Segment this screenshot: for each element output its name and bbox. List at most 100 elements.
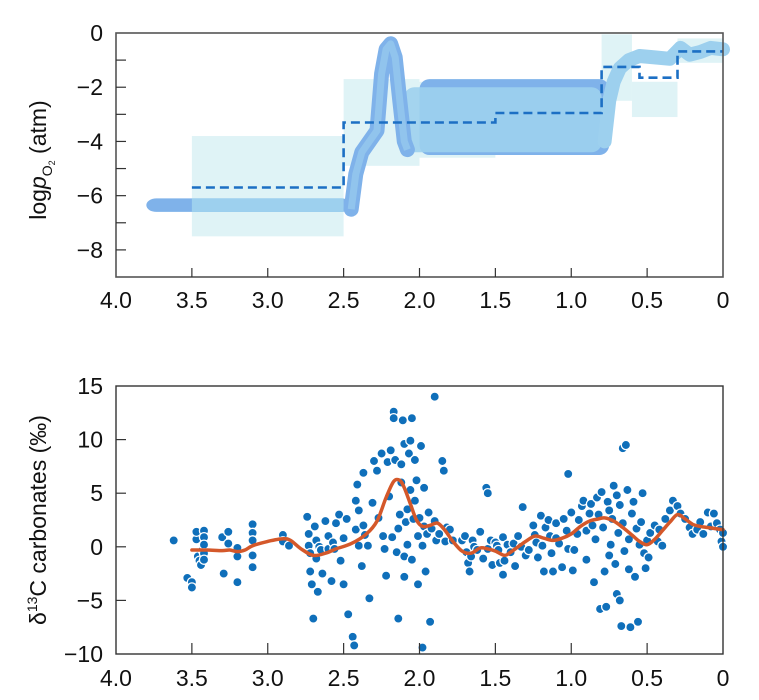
data-point	[611, 490, 623, 501]
data-point	[415, 440, 427, 452]
data-point	[406, 554, 418, 565]
data-point	[532, 552, 544, 563]
data-point	[397, 415, 409, 426]
x-tick-label: 1.5	[479, 665, 511, 691]
x-tick-label: 0.5	[631, 287, 663, 313]
data-point	[558, 513, 569, 525]
ylabel-suffix: C carbonates (‰)	[25, 415, 51, 597]
data-point	[399, 571, 410, 583]
data-point	[338, 579, 349, 590]
data-point	[517, 501, 528, 513]
data-point	[613, 527, 624, 539]
data-point	[628, 496, 639, 508]
data-point	[341, 513, 352, 525]
data-point	[353, 505, 365, 516]
data-point	[223, 526, 234, 538]
data-point	[393, 613, 404, 624]
top-y-axis-title: logpO2 (atm)	[25, 100, 57, 219]
data-point	[464, 566, 475, 577]
x-tick-label: 1.0	[555, 665, 587, 691]
data-point	[474, 526, 486, 538]
data-point	[619, 545, 630, 557]
y-tick-label: 15	[77, 373, 103, 399]
data-point	[317, 568, 328, 579]
ylabel-subscript: O	[39, 165, 55, 176]
data-point	[338, 532, 349, 544]
light-band	[191, 198, 344, 212]
ylabel-delta: δ	[25, 612, 51, 625]
data-point	[585, 498, 597, 510]
data-point	[569, 544, 580, 556]
y-tick-label: −10	[64, 641, 103, 667]
data-point	[603, 550, 615, 561]
data-point	[388, 412, 399, 424]
y-tick-label: 5	[90, 480, 103, 506]
ylabel-suffix: (atm)	[25, 100, 51, 160]
data-point	[403, 448, 415, 459]
data-point	[405, 435, 416, 446]
data-point	[556, 561, 568, 573]
data-point	[417, 642, 428, 653]
data-point	[393, 523, 404, 534]
data-point	[247, 561, 258, 573]
data-point	[657, 540, 668, 551]
scatter-points	[168, 391, 729, 653]
data-point	[417, 540, 428, 551]
data-point	[437, 455, 448, 467]
data-point	[377, 530, 389, 542]
data-point	[312, 586, 324, 598]
y-tick-label: −4	[77, 128, 103, 154]
x-tick-label: 2.0	[404, 287, 436, 313]
data-point	[304, 566, 316, 577]
bottom-x-ticks: 4.0 3.5 3.0 2.5 2.0 1.5 1.0 0.5 0	[100, 643, 729, 691]
data-point	[644, 527, 656, 539]
data-point	[418, 482, 430, 494]
x-tick-label: 3.0	[252, 287, 284, 313]
data-point	[368, 455, 380, 467]
step-line-group	[191, 50, 723, 189]
data-point	[632, 616, 644, 628]
x-tick-label: 3.5	[176, 665, 208, 691]
data-point	[309, 521, 321, 532]
data-point	[614, 595, 626, 606]
data-point	[358, 520, 369, 531]
data-point	[596, 486, 607, 498]
data-point	[198, 554, 210, 565]
data-point	[708, 508, 720, 519]
data-point	[320, 515, 331, 527]
data-point	[232, 576, 243, 588]
data-point	[352, 479, 363, 490]
data-point	[538, 566, 550, 577]
data-point	[528, 520, 539, 531]
x-tick-label: 1.5	[479, 287, 511, 313]
data-point	[385, 445, 396, 456]
data-point	[335, 555, 346, 566]
data-point	[412, 579, 424, 590]
data-point	[223, 538, 234, 549]
envelope-curve-inner	[347, 40, 411, 210]
data-point	[364, 593, 375, 604]
data-point	[380, 570, 392, 581]
data-point	[523, 544, 535, 556]
bands	[146, 79, 610, 212]
data-point	[537, 540, 548, 551]
data-point	[547, 566, 559, 577]
data-point	[303, 528, 314, 540]
data-point	[406, 412, 418, 424]
data-point	[660, 513, 671, 525]
data-point	[412, 530, 424, 542]
data-point	[356, 560, 368, 572]
data-point	[386, 531, 398, 543]
ylabel-italic-p: p	[25, 176, 51, 190]
range-box	[631, 81, 678, 118]
data-point	[429, 391, 440, 402]
data-point	[497, 531, 509, 543]
x-tick-label: 2.5	[328, 287, 360, 313]
top-panel: 4.0 3.5 3.0 2.5 2.0 1.5 1.0 0.5 0 0 −2 −4 −6 −8 logp…	[25, 20, 730, 313]
data-point	[509, 560, 521, 572]
trend-line	[190, 477, 725, 558]
data-point	[424, 616, 436, 628]
data-point	[477, 553, 489, 564]
step-line	[191, 50, 723, 189]
data-point	[168, 535, 179, 546]
